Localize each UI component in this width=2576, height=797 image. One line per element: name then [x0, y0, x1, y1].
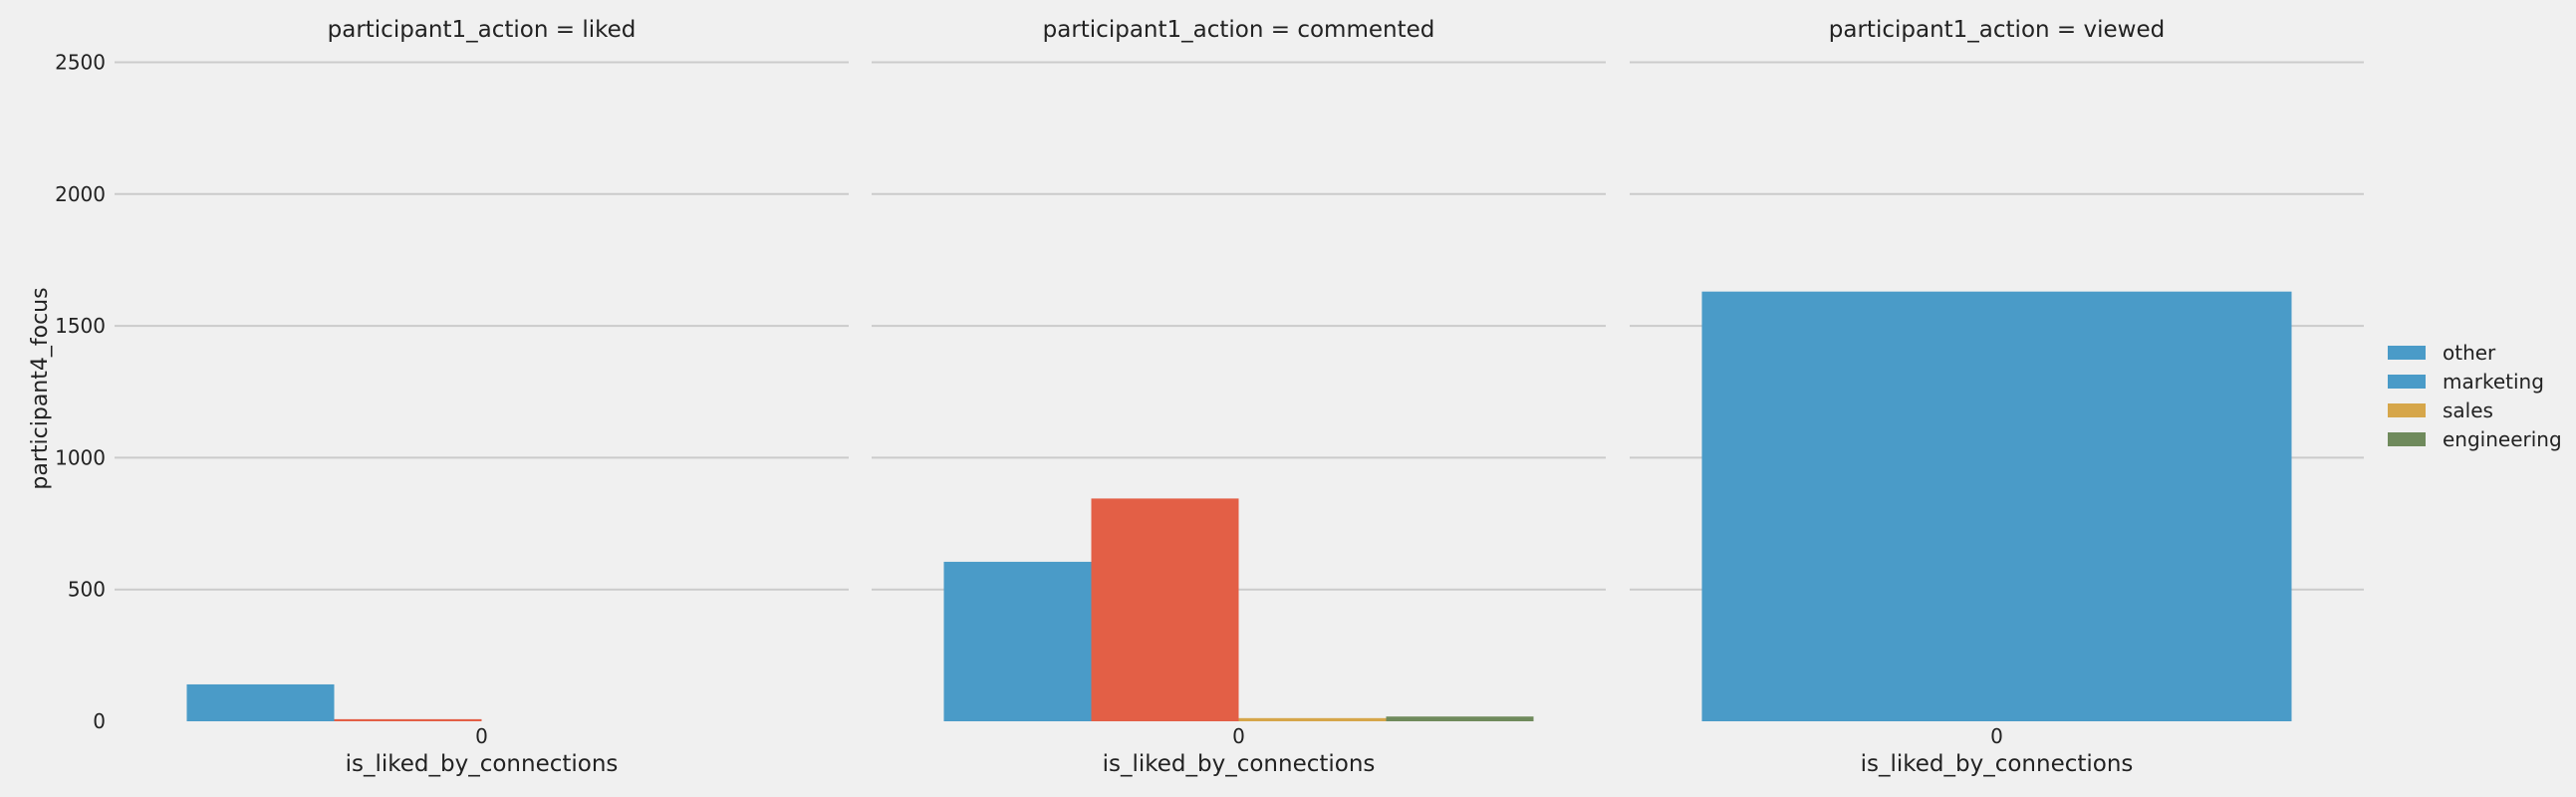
y-tick-label: 0: [93, 709, 106, 733]
facet-title: participant1_action = liked: [328, 17, 637, 43]
legend-item: other: [2388, 341, 2496, 365]
y-axis-label: participant4_focus: [28, 287, 53, 489]
legend-item: engineering: [2388, 427, 2562, 451]
facet-panel: participant1_action = commented 0 is_liked…: [872, 17, 1606, 777]
y-tick-label: 2500: [55, 50, 106, 74]
bar: [334, 718, 482, 721]
legend-label: other: [2443, 341, 2496, 365]
legend-swatch: [2388, 375, 2426, 389]
bar: [1386, 716, 1534, 721]
y-tick-label: 500: [68, 578, 106, 602]
facet-panel: 0 500 1000 1500 2000 2500 participant1_action …: [55, 17, 849, 777]
x-tick-label: 0: [1232, 724, 1245, 748]
x-axis-label: is_liked_by_connections: [346, 751, 619, 777]
legend-swatch: [2388, 432, 2426, 446]
legend-label: marketing: [2443, 370, 2544, 394]
legend: other marketing sales engineering: [2388, 341, 2562, 451]
bar: [1238, 717, 1387, 721]
bar: [943, 561, 1092, 721]
facet-title: participant1_action = viewed: [1829, 17, 2165, 43]
facet-title: participant1_action = commented: [1043, 17, 1435, 43]
bar: [1701, 291, 2292, 721]
x-tick-label: 0: [475, 724, 488, 748]
bar: [186, 683, 335, 721]
x-axis-label: is_liked_by_connections: [1103, 751, 1376, 777]
x-tick-label: 0: [1990, 724, 2003, 748]
facet-panel: participant1_action = viewed 0 is_liked_by…: [1630, 17, 2364, 777]
legend-swatch: [2388, 346, 2426, 360]
legend-item: sales: [2388, 398, 2493, 422]
y-tick-label: 1000: [55, 445, 106, 469]
y-tick-label: 2000: [55, 182, 106, 206]
legend-item: marketing: [2388, 370, 2544, 394]
x-axis-label: is_liked_by_connections: [1861, 751, 2134, 777]
legend-label: sales: [2443, 398, 2493, 422]
y-tick-label: 1500: [55, 314, 106, 338]
bar: [1091, 498, 1239, 721]
legend-swatch: [2388, 403, 2426, 417]
legend-label: engineering: [2443, 427, 2562, 451]
